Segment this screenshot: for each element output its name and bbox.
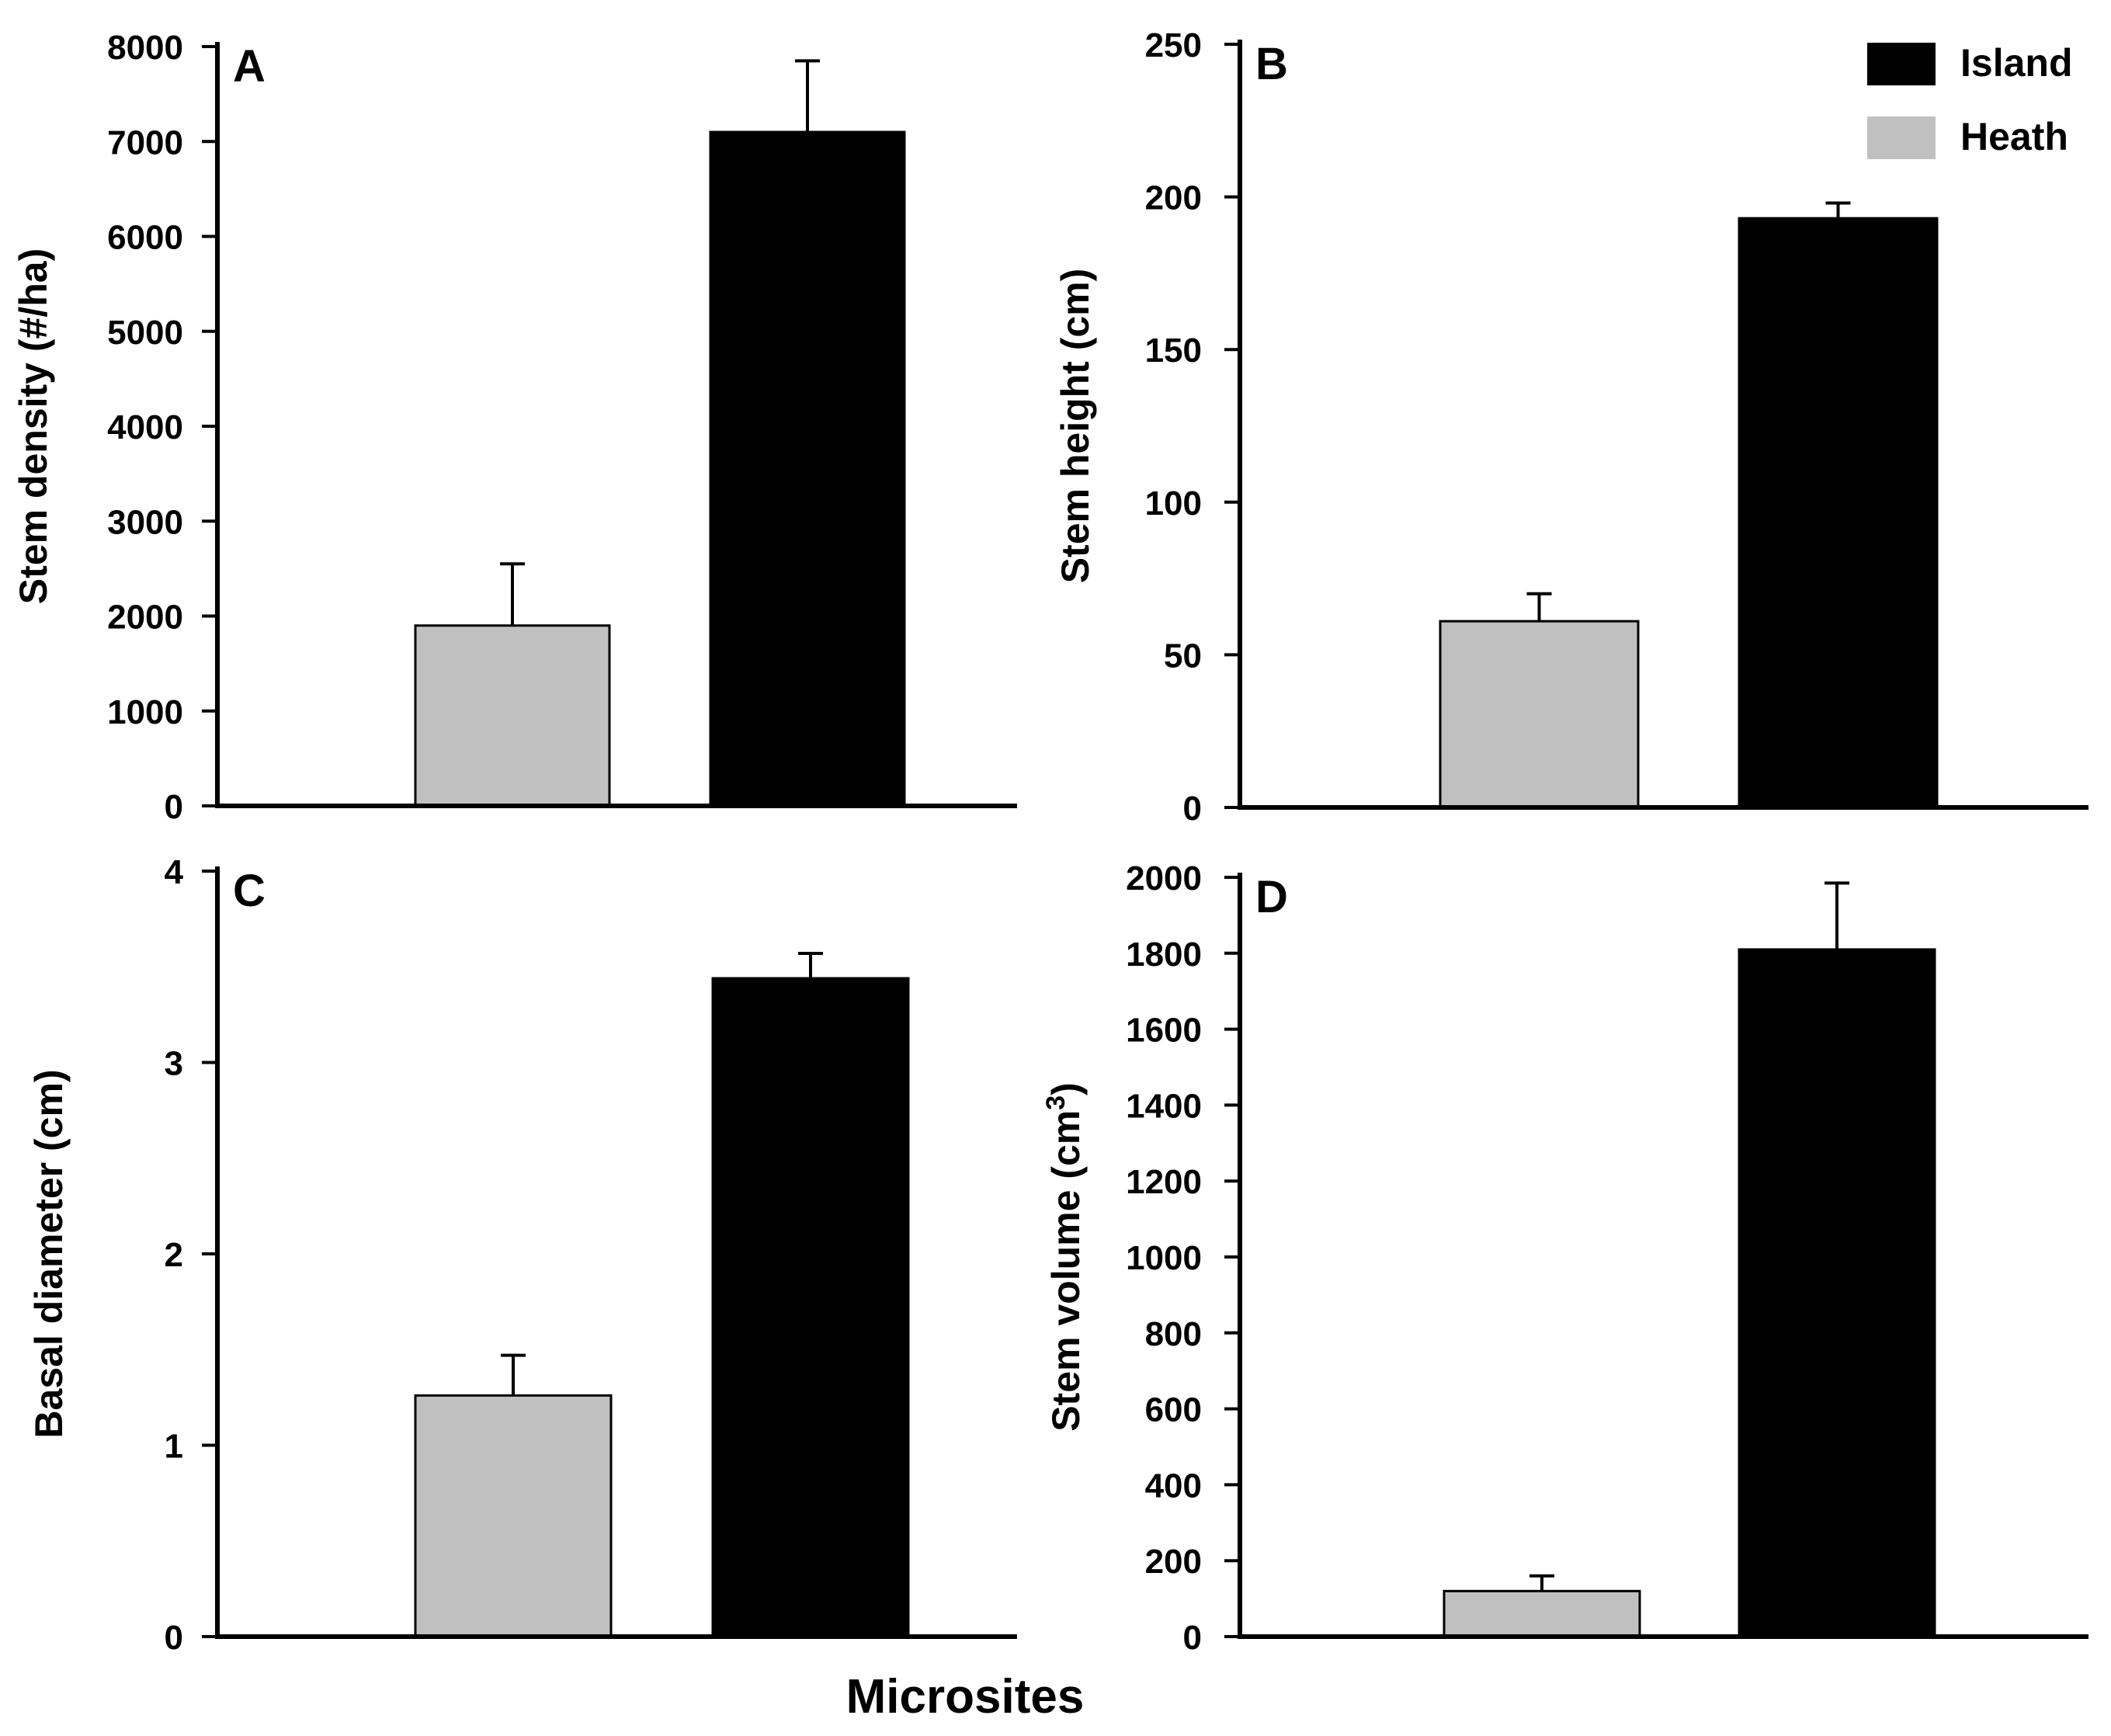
bar-heath — [1439, 620, 1640, 809]
y-tick-label: 0 — [165, 788, 183, 826]
y-tick-label: 200 — [1145, 179, 1202, 217]
y-tick-label: 800 — [1145, 1315, 1202, 1353]
panel-letter: A — [233, 41, 266, 92]
panel-letter: C — [233, 866, 266, 916]
y-tick-label: 3000 — [107, 503, 183, 541]
y-tick-label: 8000 — [107, 29, 183, 67]
y-axis-label: Stem density (#/ha) — [12, 248, 55, 604]
y-axis-label-text: Basal diameter (cm) — [27, 1069, 71, 1438]
y-tick-label: 2000 — [1126, 859, 1202, 898]
panel-a: 0 1000 2000 3000 4000 5000 6000 7000 8000 Stem de… — [12, 29, 1017, 826]
y-tick-label: 1800 — [1126, 936, 1202, 974]
bar-heath — [414, 1394, 613, 1638]
y-axis-label: Stem height (cm) — [1054, 269, 1097, 584]
y-axis-label-text: Stem volume (cm — [1044, 1110, 1088, 1432]
y-tick-label: 3 — [165, 1045, 183, 1083]
y-tick-label: 1000 — [107, 693, 183, 731]
y-axis-label-text: Stem density (#/ha) — [12, 248, 55, 604]
bar-island — [1738, 217, 1939, 809]
panel-letter: B — [1255, 39, 1288, 89]
y-tick-label: 100 — [1145, 484, 1202, 523]
y-tick-label: 150 — [1145, 332, 1202, 370]
y-tick-label: 0 — [165, 1619, 183, 1657]
y-tick-label: 50 — [1164, 637, 1202, 675]
y-tick-label: 4000 — [107, 408, 183, 446]
legend: Island Heath — [1867, 41, 2072, 159]
legend-swatch-heath — [1867, 116, 1936, 159]
bar-heath — [1443, 1589, 1641, 1638]
y-axis-label: Basal diameter (cm) — [27, 1069, 71, 1438]
y-tick-label: 1000 — [1126, 1239, 1202, 1277]
bar-heath — [414, 624, 611, 807]
panel-b: 0 50 100 150 200 250 Stem height (cm) B — [1054, 26, 2088, 828]
y-tick-label: 250 — [1145, 26, 1202, 64]
y-tick-label: 1600 — [1126, 1012, 1202, 1050]
y-axis-label-text: Stem height (cm) — [1054, 269, 1097, 584]
y-tick-label: 1200 — [1126, 1163, 1202, 1201]
y-tick-label: 1400 — [1126, 1087, 1202, 1125]
y-tick-label: 4 — [165, 853, 184, 891]
y-tick-label: 400 — [1145, 1467, 1202, 1505]
y-tick-label: 2000 — [107, 599, 183, 637]
y-tick-label: 5000 — [107, 314, 183, 352]
y-tick-label: 600 — [1145, 1391, 1202, 1429]
legend-swatch-island — [1867, 43, 1936, 85]
y-tick-label: 6000 — [107, 219, 183, 257]
y-tick-label: 0 — [1183, 790, 1202, 828]
y-axis-label: Stem volume (cm3) — [1041, 1082, 1088, 1432]
legend-label-heath: Heath — [1960, 115, 2068, 158]
panel-letter: D — [1255, 872, 1288, 922]
y-axis-label-superscript: 3 — [1041, 1095, 1071, 1110]
y-tick-label: 7000 — [107, 123, 183, 161]
y-tick-label: 0 — [1183, 1619, 1202, 1657]
y-tick-label: 200 — [1145, 1543, 1202, 1581]
y-tick-label: 2 — [165, 1236, 183, 1274]
y-tick-label: 1 — [165, 1428, 183, 1466]
bar-island — [709, 130, 906, 807]
panel-c: 0 1 2 3 4 Basal diameter (cm) C — [27, 853, 1017, 1657]
bar-island — [1738, 948, 1936, 1638]
bar-island — [711, 977, 910, 1638]
legend-label-island: Island — [1960, 41, 2072, 85]
panel-d: 0 200 400 600 800 1000 1200 1400 1600 1800 2000 Ste… — [1041, 859, 2088, 1657]
x-axis-label: Microsites — [845, 1670, 1085, 1724]
y-axis-label-suffix: ) — [1044, 1082, 1088, 1095]
